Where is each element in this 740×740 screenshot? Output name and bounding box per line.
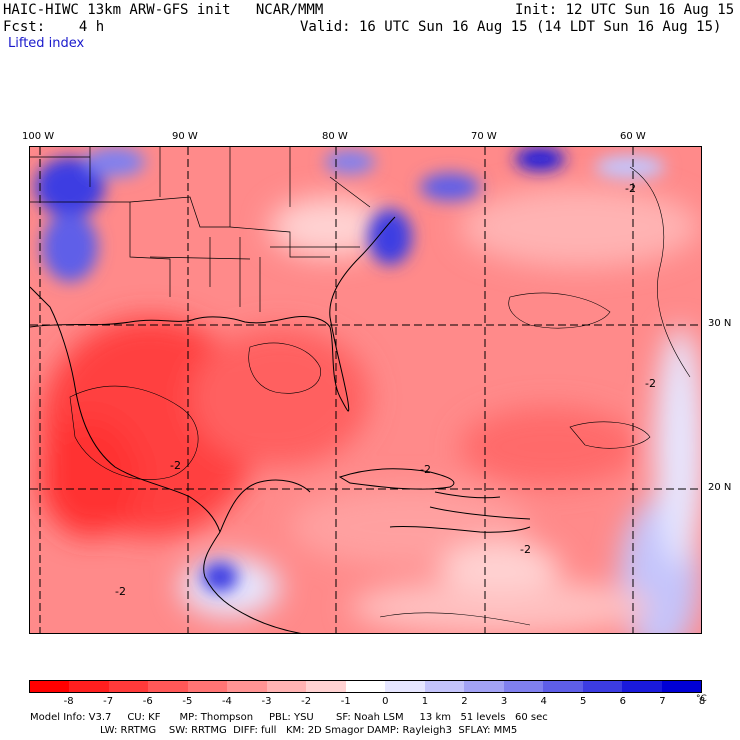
contour-label-5: -2 — [625, 182, 636, 195]
header-right-line2: Valid: 16 UTC Sun 16 Aug 15 (14 LDT Sun … — [300, 19, 722, 35]
colorbar-cell — [661, 681, 701, 692]
colorbar-cell — [227, 681, 267, 692]
colorbar-cell — [266, 681, 307, 692]
colorbar-tick-label: 2 — [461, 696, 468, 707]
colorbar-tick-label: -5 — [182, 696, 193, 707]
lon-label-80w: 80 W — [322, 131, 348, 142]
footer-line2: LW: RRTMG SW: RRTMG DIFF: full KM: 2D Sm… — [100, 725, 518, 736]
contour-label-3: -2 — [520, 543, 531, 556]
colorbar-cell — [30, 681, 70, 692]
map-canvas: -2 -2 -2 -2 -2 -2 — [30, 147, 701, 633]
contour-label-6: -2 — [645, 377, 656, 390]
colorbar-tick-label: -1 — [340, 696, 351, 707]
colorbar-tick-label: -6 — [142, 696, 153, 707]
lon-label-60w: 60 W — [620, 131, 646, 142]
lon-label-70w: 70 W — [471, 131, 497, 142]
lon-label-100w: 100 W — [22, 131, 55, 142]
contour-label-2: -2 — [420, 463, 431, 476]
colorbar-cell — [503, 681, 544, 692]
coastlines — [30, 216, 531, 633]
colorbar-cell — [148, 681, 188, 692]
colorbar-cell — [464, 681, 504, 692]
contour-label-4: -2 — [115, 585, 126, 598]
colorbar-tick-label: 4 — [540, 696, 547, 707]
colorbar-cell — [385, 681, 425, 692]
colorbar-tick-label: 0 — [382, 696, 389, 707]
li-contours — [69, 166, 691, 626]
political-borders — [30, 147, 371, 312]
colorbar-tick-label: -3 — [261, 696, 272, 707]
colorbar-cell — [543, 681, 583, 692]
header-right-line1: Init: 12 UTC Sun 16 Aug 15 — [515, 2, 735, 18]
footer-line1: Model Info: V3.7 CU: KF MP: Thompson PBL… — [30, 712, 548, 723]
colorbar-tick-label: 3 — [500, 696, 508, 707]
colorbar-cell — [622, 681, 662, 692]
contour-label-1: -2 — [170, 459, 181, 472]
graticule — [30, 147, 701, 633]
header-left-line2: Fcst: 4 h — [3, 19, 105, 35]
header-left-line1: HAIC-HIWC 13km ARW-GFS init NCAR/MMM — [3, 2, 324, 18]
colorbar — [29, 680, 702, 693]
colorbar-tick-label: -2 — [301, 696, 312, 707]
colorbar-tick-label: -7 — [103, 696, 114, 707]
colorbar-cell — [424, 681, 465, 692]
colorbar-tick-label: 7 — [659, 696, 666, 707]
colorbar-tick-label: 8 — [698, 696, 706, 707]
colorbar-tick-label: -4 — [221, 696, 232, 707]
lat-label-30n: 30 N — [708, 318, 732, 329]
colorbar-tick-label: 6 — [619, 696, 626, 707]
colorbar-tick-label: 1 — [421, 696, 429, 707]
colorbar-cell — [187, 681, 228, 692]
lifted-index-map: -2 -2 -2 -2 -2 -2 — [29, 146, 702, 634]
colorbar-cell — [306, 681, 346, 692]
colorbar-tick-label: 5 — [580, 696, 587, 707]
colorbar-cell — [108, 681, 149, 692]
lon-label-90w: 90 W — [172, 131, 198, 142]
colorbar-tick-label: -8 — [63, 696, 74, 707]
field-title: Lifted index — [8, 36, 85, 51]
colorbar-unit: °C — [696, 694, 707, 704]
colorbar-cell — [69, 681, 109, 692]
colorbar-cell — [582, 681, 623, 692]
field-shading — [40, 187, 701, 633]
colorbar-cell — [345, 681, 386, 692]
lat-label-20n: 20 N — [708, 482, 732, 493]
